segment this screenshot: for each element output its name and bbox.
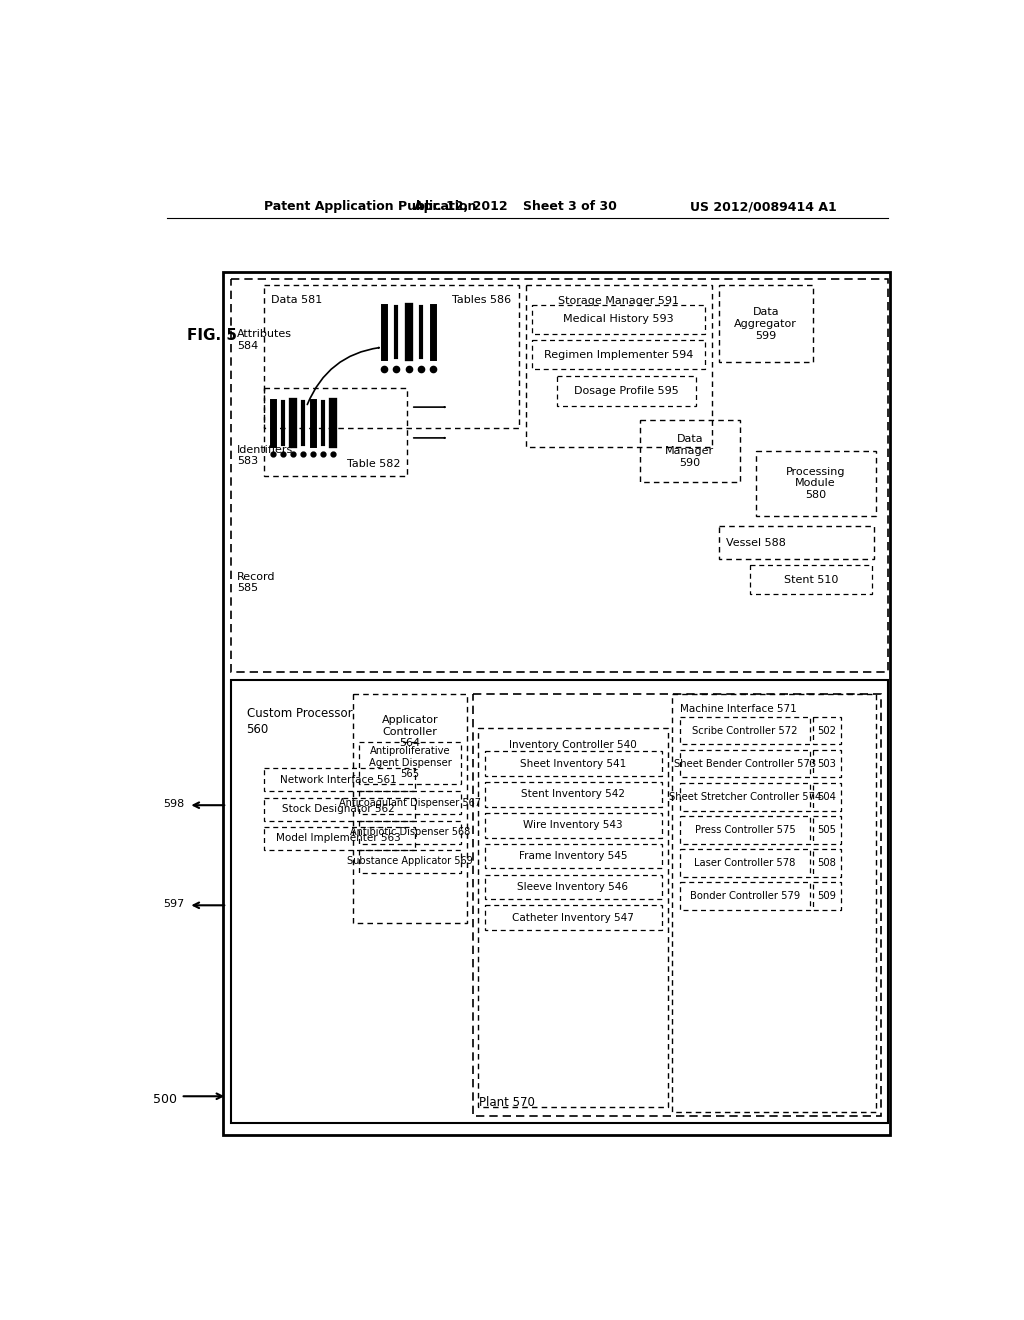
Text: Identifiers
583: Identifiers 583 (238, 445, 294, 466)
Text: Table 582: Table 582 (347, 459, 400, 469)
Text: Vessel 588: Vessel 588 (726, 537, 786, 548)
Bar (263, 797, 415, 821)
Text: Processing
Module
580: Processing Module 580 (785, 467, 845, 500)
Text: Dosage Profile 595: Dosage Profile 595 (573, 385, 679, 396)
Text: Medical History 593: Medical History 593 (563, 314, 674, 325)
Bar (359, 821, 461, 843)
Text: Stent 510: Stent 510 (783, 574, 838, 585)
Text: Stock Designator 562: Stock Designator 562 (283, 804, 395, 814)
Text: Record
585: Record 585 (238, 572, 275, 594)
Bar (813, 849, 841, 876)
Text: FIG. 5: FIG. 5 (186, 327, 237, 343)
Text: Press Controller 575: Press Controller 575 (694, 825, 796, 834)
Bar (359, 850, 461, 873)
Text: Data
Manager
590: Data Manager 590 (666, 434, 715, 467)
Text: Sleeve Inventory 546: Sleeve Inventory 546 (517, 882, 629, 892)
Bar (756, 451, 876, 516)
Text: Substance Applicator 569: Substance Applicator 569 (347, 857, 473, 866)
Bar (263, 285, 519, 428)
Bar (557, 376, 696, 405)
Text: 500: 500 (153, 1093, 177, 1106)
Bar (719, 285, 813, 363)
Bar (473, 693, 882, 1115)
Text: Laser Controller 578: Laser Controller 578 (694, 858, 796, 869)
Text: 502: 502 (817, 726, 837, 735)
Bar (484, 781, 662, 807)
Text: 509: 509 (817, 891, 837, 902)
Text: Custom Processor: Custom Processor (247, 708, 352, 721)
Text: Inventory Controller 540: Inventory Controller 540 (509, 739, 637, 750)
Bar (672, 693, 876, 1111)
Bar (750, 565, 872, 594)
Bar (359, 742, 461, 784)
Bar (484, 813, 662, 837)
Text: Tables 586: Tables 586 (453, 294, 512, 305)
Bar (813, 783, 841, 810)
Bar (531, 341, 706, 370)
Bar (531, 305, 706, 334)
Bar (263, 826, 415, 850)
Bar (263, 388, 407, 477)
Bar (484, 751, 662, 776)
Text: Data
Aggregator
599: Data Aggregator 599 (734, 308, 798, 341)
Bar (484, 843, 662, 869)
Text: Wire Inventory 543: Wire Inventory 543 (523, 820, 623, 830)
Text: Storage Manager 591: Storage Manager 591 (558, 296, 679, 306)
Text: Model Implementer 563: Model Implementer 563 (276, 833, 401, 843)
FancyArrowPatch shape (307, 347, 379, 404)
Text: Bonder Controller 579: Bonder Controller 579 (690, 891, 800, 902)
Bar (813, 750, 841, 777)
Text: Network Interface 561: Network Interface 561 (281, 775, 397, 785)
Text: 598: 598 (163, 799, 184, 809)
Bar (478, 729, 669, 1107)
Bar (640, 420, 740, 482)
Text: Attributes
584: Attributes 584 (238, 330, 292, 351)
Bar (484, 874, 662, 899)
Text: 504: 504 (817, 792, 837, 801)
Bar (813, 816, 841, 843)
Bar (231, 280, 888, 672)
Text: Scribe Controller 572: Scribe Controller 572 (692, 726, 798, 735)
Text: 505: 505 (817, 825, 837, 834)
Bar (680, 816, 810, 843)
Text: Stent Inventory 542: Stent Inventory 542 (521, 789, 625, 800)
Text: Frame Inventory 545: Frame Inventory 545 (518, 851, 627, 861)
Text: 503: 503 (817, 759, 837, 768)
Bar (263, 768, 415, 792)
Text: Anticoagulant Dispenser 567: Anticoagulant Dispenser 567 (339, 797, 481, 808)
Text: Antiproliferative
Agent Dispenser
565: Antiproliferative Agent Dispenser 565 (369, 746, 452, 779)
Bar (813, 717, 841, 744)
Bar (813, 882, 841, 909)
Bar (484, 906, 662, 929)
Text: US 2012/0089414 A1: US 2012/0089414 A1 (690, 201, 837, 214)
Bar (680, 750, 810, 777)
Bar (680, 882, 810, 909)
Bar (231, 681, 888, 1123)
Bar (223, 272, 890, 1135)
Text: Sheet Bender Controller 573: Sheet Bender Controller 573 (674, 759, 816, 768)
Text: Catheter Inventory 547: Catheter Inventory 547 (512, 912, 634, 923)
Bar (352, 693, 467, 923)
Text: 597: 597 (163, 899, 184, 908)
Bar (680, 717, 810, 744)
Text: Sheet 3 of 30: Sheet 3 of 30 (523, 201, 616, 214)
Text: Sheet Inventory 541: Sheet Inventory 541 (520, 759, 626, 768)
Text: 560: 560 (247, 723, 269, 735)
Bar (719, 527, 873, 558)
Bar (525, 285, 712, 447)
Text: Antibiotic Dispenser 568: Antibiotic Dispenser 568 (350, 828, 470, 837)
Text: 508: 508 (817, 858, 837, 869)
Text: Patent Application Publication: Patent Application Publication (263, 201, 476, 214)
Bar (680, 783, 810, 810)
Text: Machine Interface 571: Machine Interface 571 (680, 705, 797, 714)
Bar (680, 849, 810, 876)
Text: Regimen Implementer 594: Regimen Implementer 594 (544, 350, 693, 360)
Text: Plant 570: Plant 570 (479, 1097, 535, 1109)
Text: Sheet Stretcher Controller 574: Sheet Stretcher Controller 574 (669, 792, 821, 801)
Text: Data 581: Data 581 (271, 294, 323, 305)
Text: Apr. 12, 2012: Apr. 12, 2012 (415, 201, 508, 214)
Bar (359, 792, 461, 814)
Text: Applicator
Controller
564: Applicator Controller 564 (382, 715, 438, 748)
